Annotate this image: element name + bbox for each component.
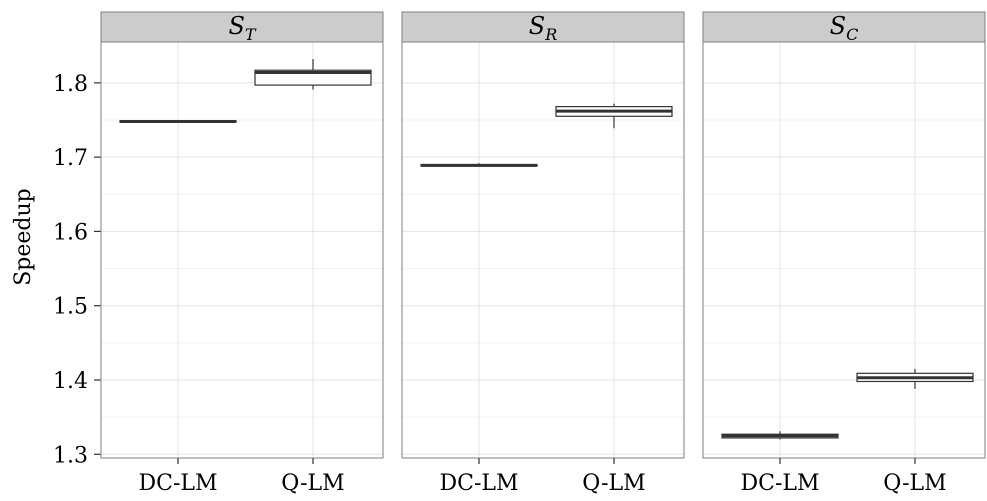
x-tick-label: DC-LM — [439, 471, 518, 496]
facet-strip-letter: S — [228, 12, 244, 40]
boxplot-dc-lm — [721, 431, 839, 440]
x-tick-label: DC-LM — [138, 471, 217, 496]
facet-strip-letter: S — [529, 12, 545, 40]
facet-strip-label: SR — [529, 12, 558, 44]
x-tick-label: Q-LM — [883, 471, 946, 496]
y-axis: 1.3 1.4 1.5 1.6 1.7 1.8 — [53, 72, 101, 468]
y-tick-label: 1.6 — [53, 220, 88, 245]
facet-strip — [702, 11, 986, 43]
y-tick-label: 1.5 — [53, 295, 88, 320]
boxplot-q-lm — [856, 368, 974, 389]
facet-strip-letter: S — [830, 12, 846, 40]
boxplot-dc-lm — [119, 119, 237, 123]
y-tick-label: 1.4 — [53, 369, 88, 394]
facet-panel: SR DC-LM Q-LM — [401, 11, 685, 496]
x-tick-label: Q-LM — [582, 471, 645, 496]
panel-background — [101, 42, 383, 458]
facet-panel: ST DC-LM Q-LM — [100, 11, 384, 496]
panel-border — [401, 41, 685, 459]
x-tick-label: Q-LM — [281, 471, 344, 496]
y-tick-label: 1.8 — [53, 72, 88, 97]
boxplot-dc-lm — [420, 163, 538, 167]
facet-strip-subscript: R — [544, 25, 557, 44]
x-tick-label: DC-LM — [740, 471, 819, 496]
facet-panel: SC DC-LM Q-LM — [702, 11, 986, 496]
facet-strip-subscript: C — [846, 25, 858, 44]
facet-strip-label: SC — [830, 12, 859, 44]
y-tick-label: 1.7 — [53, 146, 88, 171]
facet-strip-label: ST — [228, 12, 256, 44]
boxplot-q-lm — [254, 59, 372, 90]
boxplot-q-lm — [555, 103, 673, 129]
y-axis-title: Speedup — [11, 188, 36, 286]
panel-border — [100, 41, 384, 459]
facet-strip-subscript: T — [245, 25, 257, 44]
panel-background — [703, 42, 985, 458]
y-tick-label: 1.3 — [53, 443, 88, 468]
panel-background — [402, 42, 684, 458]
panel-border — [702, 41, 986, 459]
